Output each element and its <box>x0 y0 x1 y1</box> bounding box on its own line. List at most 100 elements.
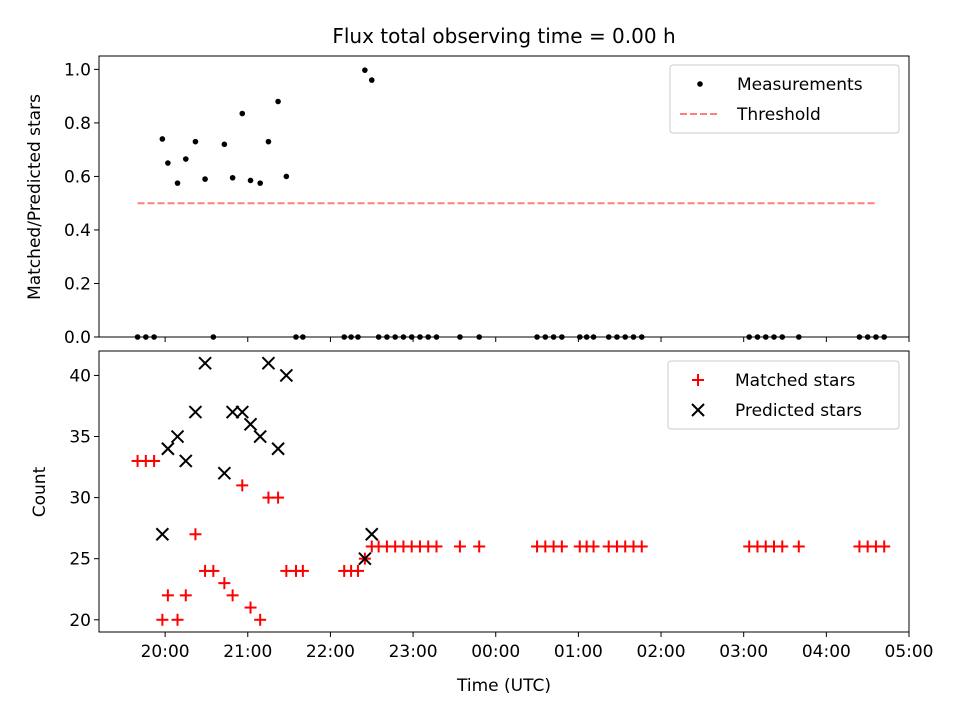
legend-predicted-label: Predicted stars <box>735 401 862 421</box>
predicted-star-point <box>155 527 170 541</box>
matched-star-point <box>878 540 891 553</box>
predicted-star-point <box>198 356 212 370</box>
predicted-star-point <box>261 356 276 370</box>
top-plot-frame <box>98 55 910 338</box>
x-tick-label: 01:00 <box>554 642 603 662</box>
y-tick-label: 0.4 <box>64 221 91 241</box>
predicted-star-point <box>188 405 203 419</box>
matched-star-point <box>453 540 466 553</box>
bottom-panel: 20 25 30 35 40 20:00 21:00 22:00 23:00 00:00 01:0… <box>30 350 934 696</box>
y-tick-label: 25 <box>69 550 91 570</box>
measurement-point <box>368 77 375 83</box>
y-tick-label: 0.2 <box>64 274 91 294</box>
matched-star-point <box>226 589 239 602</box>
matched-star-point <box>555 540 568 553</box>
bottom-x-axis: 20:00 21:00 22:00 23:00 00:00 01:00 02:00 03:00… <box>141 632 934 662</box>
predicted-star-point <box>235 405 249 419</box>
matched-star-point <box>792 540 805 553</box>
legend-measurements-label: Measurements <box>737 75 863 95</box>
predicted-star-point <box>225 405 240 419</box>
x-tick-label: 00:00 <box>471 642 520 662</box>
chart-title: Flux total observing time = 0.00 h <box>332 24 675 48</box>
y-tick-label: 1.0 <box>64 60 91 80</box>
y-tick-label: 0.8 <box>64 114 91 134</box>
matched-star-point <box>148 454 161 467</box>
predicted-star-point <box>365 527 379 541</box>
matched-star-point <box>171 613 184 626</box>
measurement-point <box>202 176 208 182</box>
x-tick-label: 20:00 <box>141 642 190 662</box>
matched-star-point <box>156 613 169 626</box>
bottom-plot-frame <box>98 350 910 633</box>
matched-star-point <box>272 491 285 504</box>
predicted-star-point <box>279 368 294 383</box>
measurement-point <box>362 67 368 73</box>
matched-star-point <box>635 540 648 553</box>
matched-star-point <box>244 601 257 614</box>
top-plot-marks <box>134 67 888 340</box>
measurement-point <box>257 180 263 186</box>
measurement-point <box>165 160 171 166</box>
predicted-star-point <box>170 429 185 444</box>
predicted-star-point <box>161 442 175 456</box>
legend-matched-label: Matched stars <box>735 371 855 391</box>
bottom-y-axis-label: Count <box>30 466 50 517</box>
matched-star-point <box>430 540 443 553</box>
top-y-axis: 0.0 0.2 0.4 0.6 0.8 1.0 <box>64 60 99 348</box>
bottom-plot-marks <box>131 356 891 626</box>
measurement-point <box>239 110 246 117</box>
top-panel: 0.0 0.2 0.4 0.6 0.8 1.0 Matched/Predicted sta… <box>25 55 910 348</box>
matched-star-point <box>179 589 192 602</box>
bottom-legend-box <box>667 360 900 430</box>
matched-star-point <box>351 564 364 577</box>
y-tick-label: 0.6 <box>64 167 91 187</box>
matched-star-point <box>236 479 249 492</box>
matched-star-point <box>473 540 486 553</box>
measurement-point <box>221 141 228 148</box>
top-y-axis-label: Matched/Predicted stars <box>25 94 45 300</box>
matched-star-point <box>189 528 202 541</box>
measurement-point <box>192 138 199 145</box>
predicted-star-point <box>253 429 267 444</box>
y-tick-label: 40 <box>69 366 91 386</box>
measurement-point <box>229 174 236 181</box>
matched-star-point <box>218 577 231 590</box>
bottom-y-axis: 20 25 30 35 40 <box>69 366 99 631</box>
matched-star-point <box>207 564 220 577</box>
legend-measurements-marker <box>697 81 703 87</box>
x-tick-label: 21:00 <box>223 642 272 662</box>
matched-star-point <box>587 540 600 553</box>
x-tick-label: 03:00 <box>719 642 768 662</box>
predicted-star-point <box>243 417 258 432</box>
measurement-point <box>182 156 189 162</box>
predicted-star-point <box>271 442 285 456</box>
measurement-point <box>174 180 181 186</box>
legend-matched-marker <box>692 374 704 386</box>
y-tick-label: 0.0 <box>64 328 91 348</box>
measurement-point <box>283 173 290 180</box>
matched-star-point <box>776 540 789 553</box>
predicted-star-point <box>217 466 232 480</box>
top-legend-box <box>669 64 900 134</box>
predicted-star-point <box>358 551 372 566</box>
x-tick-label: 02:00 <box>637 642 686 662</box>
measurement-point <box>265 138 272 145</box>
y-tick-label: 20 <box>69 611 91 631</box>
top-x-axis <box>164 337 910 342</box>
x-tick-label: 22:00 <box>306 642 355 662</box>
y-tick-label: 30 <box>69 489 91 509</box>
legend-predicted-marker <box>691 403 705 417</box>
predicted-star-point <box>179 454 193 468</box>
legend-threshold-label: Threshold <box>736 105 821 125</box>
bottom-x-axis-label: Time (UTC) <box>456 676 551 696</box>
measurement-point <box>275 98 281 105</box>
measurement-point <box>159 136 166 142</box>
measurement-point <box>247 177 254 184</box>
top-legend: Measurements Threshold <box>669 64 900 134</box>
matched-star-point <box>161 589 174 602</box>
x-tick-label: 23:00 <box>389 642 438 662</box>
bottom-legend: Matched stars Predicted stars <box>667 360 900 430</box>
matched-star-point <box>254 613 267 626</box>
x-tick-label: 04:00 <box>802 642 851 662</box>
